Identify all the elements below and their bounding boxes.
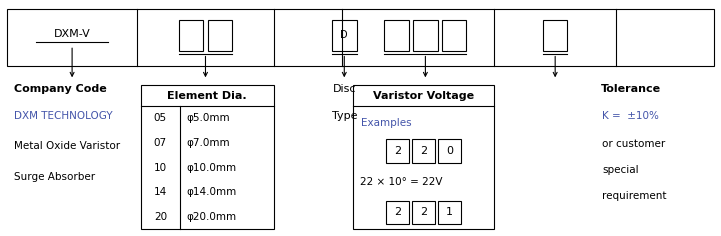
Text: 0: 0 (446, 146, 453, 156)
Text: φ7.0mm: φ7.0mm (186, 138, 230, 148)
Text: or customer: or customer (602, 139, 665, 149)
Text: φ5.0mm: φ5.0mm (186, 114, 230, 123)
Bar (353, 85, 494, 229)
Bar (412, 139, 435, 163)
Text: requirement: requirement (602, 191, 666, 201)
Text: Disc: Disc (332, 84, 356, 93)
Text: 22 × 10° = 22V: 22 × 10° = 22V (360, 177, 443, 187)
Text: Surge Absorber: Surge Absorber (14, 172, 96, 182)
Bar (386, 201, 410, 224)
Text: 05: 05 (154, 114, 167, 123)
Text: 14: 14 (154, 187, 167, 197)
Text: DXM-V: DXM-V (54, 29, 90, 39)
Bar (7, 9, 714, 66)
Bar (438, 201, 461, 224)
Text: Type: Type (332, 111, 357, 121)
Text: Element Dia.: Element Dia. (167, 91, 247, 101)
Bar (332, 20, 356, 51)
Bar (442, 20, 466, 51)
Bar (141, 85, 274, 229)
Bar (412, 201, 435, 224)
Text: Varistor Voltage: Varistor Voltage (373, 91, 474, 101)
Text: D: D (340, 30, 348, 40)
Bar (438, 139, 461, 163)
Text: DXM TECHNOLOGY: DXM TECHNOLOGY (14, 111, 113, 121)
Bar (384, 20, 409, 51)
Text: φ20.0mm: φ20.0mm (186, 212, 236, 222)
Text: Metal Oxide Varistor: Metal Oxide Varistor (14, 141, 120, 151)
Text: K =  ±10%: K = ±10% (602, 111, 659, 121)
Text: 2: 2 (420, 207, 427, 217)
Text: φ10.0mm: φ10.0mm (186, 163, 236, 173)
Bar (543, 20, 567, 51)
Text: 10: 10 (154, 163, 167, 173)
Text: Tolerance: Tolerance (601, 84, 661, 93)
Bar (179, 20, 203, 51)
Text: 1: 1 (446, 207, 453, 217)
Text: 2: 2 (420, 146, 427, 156)
Text: Company Code: Company Code (14, 84, 107, 93)
Bar (413, 20, 438, 51)
Text: 2: 2 (394, 207, 401, 217)
Text: φ14.0mm: φ14.0mm (186, 187, 236, 197)
Text: 2: 2 (394, 146, 401, 156)
Text: Examples: Examples (360, 118, 411, 128)
Text: special: special (602, 165, 639, 175)
Text: 20: 20 (154, 212, 167, 222)
Bar (386, 139, 410, 163)
Text: 07: 07 (154, 138, 167, 148)
Bar (208, 20, 232, 51)
